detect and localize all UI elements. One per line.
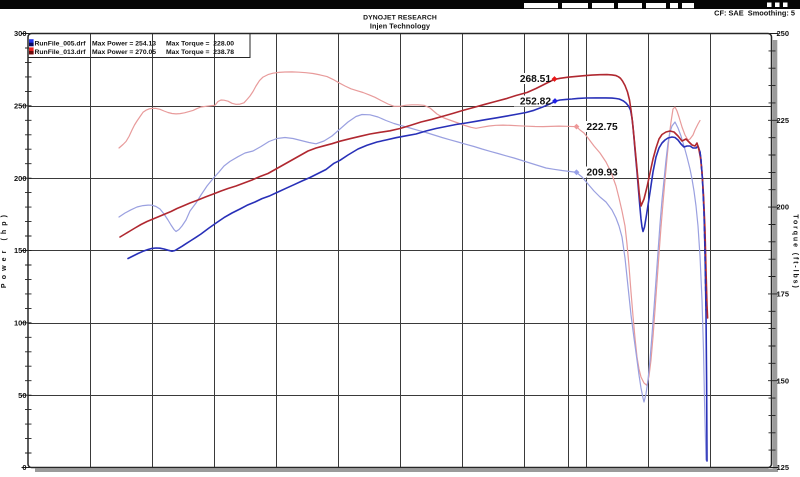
svg-text:Power (hp): Power (hp)	[1, 211, 8, 288]
svg-text:RunFile_013.drf: RunFile_013.drf	[35, 49, 87, 56]
svg-text:Max Torque = 238.78: Max Torque = 238.78	[166, 49, 234, 56]
svg-text:268.51: 268.51	[520, 74, 551, 85]
svg-text:250: 250	[14, 101, 27, 110]
svg-text:300: 300	[14, 29, 27, 38]
svg-text:222.75: 222.75	[587, 122, 618, 133]
svg-text:50: 50	[18, 391, 26, 400]
svg-text:Injen Technology: Injen Technology	[370, 22, 430, 31]
svg-text:Max Power = 270.05: Max Power = 270.05	[92, 49, 156, 56]
svg-text:DYNOJET RESEARCH: DYNOJET RESEARCH	[363, 15, 437, 22]
svg-text:252.82: 252.82	[520, 97, 551, 108]
svg-text:175: 175	[777, 290, 790, 299]
svg-text:CF: SAE Smoothing: 5: CF: SAE Smoothing: 5	[714, 9, 795, 18]
svg-text:150: 150	[777, 376, 790, 385]
svg-text:225: 225	[777, 116, 790, 125]
svg-text:200: 200	[14, 174, 27, 183]
svg-text:125: 125	[777, 463, 790, 472]
svg-text:150: 150	[14, 246, 27, 255]
svg-text:Max Power = 254.13: Max Power = 254.13	[92, 41, 156, 48]
svg-text:250: 250	[777, 29, 790, 38]
svg-text:0: 0	[22, 463, 26, 472]
svg-text:Max Torque = 228.00: Max Torque = 228.00	[166, 41, 234, 48]
svg-text:RunFile_005.drf: RunFile_005.drf	[35, 41, 87, 48]
svg-text:209.93: 209.93	[587, 168, 618, 179]
svg-text:Torque (ft-lbs): Torque (ft-lbs)	[792, 214, 799, 289]
svg-text:200: 200	[777, 203, 790, 212]
svg-text:100: 100	[14, 318, 27, 327]
